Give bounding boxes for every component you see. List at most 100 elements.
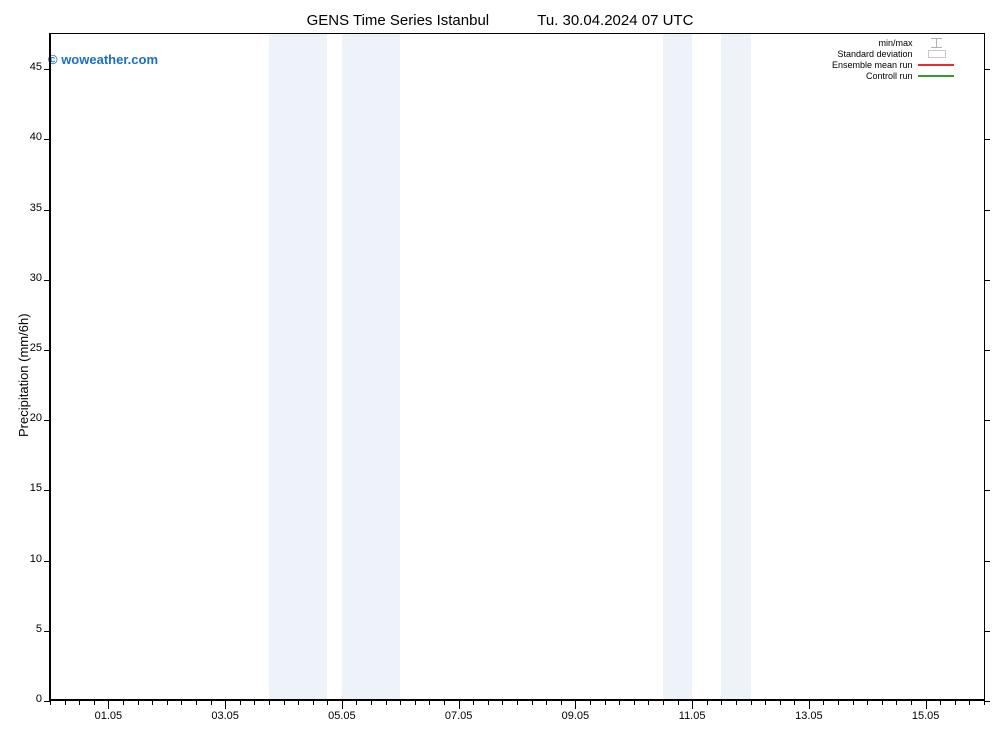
x-minor-tick	[327, 701, 328, 705]
x-minor-tick	[196, 701, 197, 705]
title-left: GENS Time Series Istanbul	[307, 12, 490, 29]
x-tick-mark	[225, 701, 226, 709]
y-tick-mark-right	[984, 280, 990, 281]
x-minor-tick	[356, 701, 357, 705]
x-minor-tick	[751, 701, 752, 705]
x-minor-tick	[444, 701, 445, 705]
legend-item: Controll run	[832, 70, 954, 81]
x-minor-tick	[663, 701, 664, 705]
legend-swatch	[918, 60, 954, 70]
x-minor-tick	[882, 701, 883, 705]
x-minor-tick	[211, 701, 212, 705]
y-tick-label: 0	[2, 693, 42, 705]
y-tick-label: 5	[2, 623, 42, 635]
y-tick-label: 25	[2, 342, 42, 354]
y-axis-line	[49, 33, 51, 701]
legend-label: Ensemble mean run	[832, 60, 913, 70]
y-tick-label: 40	[2, 131, 42, 143]
x-minor-tick	[254, 701, 255, 705]
x-tick-label: 13.05	[779, 710, 839, 722]
x-tick-label: 05.05	[312, 710, 372, 722]
x-minor-tick	[736, 701, 737, 705]
x-minor-tick	[590, 701, 591, 705]
x-minor-tick	[284, 701, 285, 705]
x-minor-tick	[634, 701, 635, 705]
x-tick-label: 09.05	[545, 710, 605, 722]
x-minor-tick	[780, 701, 781, 705]
x-minor-tick	[50, 701, 51, 705]
x-tick-mark	[692, 701, 693, 709]
x-minor-tick	[605, 701, 606, 705]
legend-item: min/max	[832, 37, 954, 48]
x-tick-label: 11.05	[662, 710, 722, 722]
x-tick-mark	[108, 701, 109, 709]
x-minor-tick	[955, 701, 956, 705]
x-minor-tick	[838, 701, 839, 705]
x-tick-label: 15.05	[896, 710, 956, 722]
chart-title: GENS Time Series Istanbul Tu. 30.04.2024…	[0, 12, 1000, 29]
x-minor-tick	[561, 701, 562, 705]
x-minor-tick	[429, 701, 430, 705]
x-minor-tick	[969, 701, 970, 705]
x-tick-mark	[342, 701, 343, 709]
legend-item: Standard deviation	[832, 48, 954, 59]
x-minor-tick	[678, 701, 679, 705]
x-minor-tick	[765, 701, 766, 705]
x-tick-label: 07.05	[429, 710, 489, 722]
y-tick-label: 30	[2, 272, 42, 284]
x-minor-tick	[386, 701, 387, 705]
legend-swatch	[918, 71, 954, 81]
x-minor-tick	[721, 701, 722, 705]
x-minor-tick	[867, 701, 868, 705]
y-tick-mark-right	[984, 561, 990, 562]
y-tick-mark-right	[984, 420, 990, 421]
x-minor-tick	[619, 701, 620, 705]
x-minor-tick	[502, 701, 503, 705]
y-tick-mark-right	[984, 350, 990, 351]
shaded-band	[663, 34, 692, 701]
x-minor-tick	[940, 701, 941, 705]
x-minor-tick	[269, 701, 270, 705]
x-minor-tick	[94, 701, 95, 705]
x-minor-tick	[853, 701, 854, 705]
y-tick-label: 35	[2, 202, 42, 214]
legend-swatch	[918, 49, 954, 59]
y-tick-mark-right	[984, 139, 990, 140]
y-tick-mark-right	[984, 631, 990, 632]
x-minor-tick	[181, 701, 182, 705]
legend-swatch	[918, 38, 954, 48]
legend-item: Ensemble mean run	[832, 59, 954, 70]
x-minor-tick	[65, 701, 66, 705]
x-minor-tick	[984, 701, 985, 705]
legend-label: Controll run	[866, 71, 913, 81]
plot-area	[50, 33, 985, 701]
x-minor-tick	[823, 701, 824, 705]
x-tick-mark	[809, 701, 810, 709]
x-axis-line	[50, 699, 985, 701]
precipitation-chart: GENS Time Series Istanbul Tu. 30.04.2024…	[0, 0, 1000, 733]
y-tick-mark-right	[984, 490, 990, 491]
x-minor-tick	[240, 701, 241, 705]
x-minor-tick	[488, 701, 489, 705]
x-minor-tick	[123, 701, 124, 705]
legend-label: Standard deviation	[837, 49, 912, 59]
legend: min/maxStandard deviationEnsemble mean r…	[832, 37, 954, 81]
y-tick-mark-right	[984, 210, 990, 211]
shaded-band	[342, 34, 400, 701]
title-right: Tu. 30.04.2024 07 UTC	[537, 12, 693, 29]
x-minor-tick	[517, 701, 518, 705]
x-minor-tick	[473, 701, 474, 705]
y-tick-label: 45	[2, 61, 42, 73]
y-tick-mark-right	[984, 69, 990, 70]
x-minor-tick	[415, 701, 416, 705]
x-minor-tick	[371, 701, 372, 705]
x-minor-tick	[532, 701, 533, 705]
x-minor-tick	[546, 701, 547, 705]
x-minor-tick	[707, 701, 708, 705]
x-minor-tick	[138, 701, 139, 705]
y-tick-label: 20	[2, 412, 42, 424]
x-minor-tick	[794, 701, 795, 705]
legend-label: min/max	[879, 38, 913, 48]
x-minor-tick	[152, 701, 153, 705]
y-tick-label: 15	[2, 482, 42, 494]
